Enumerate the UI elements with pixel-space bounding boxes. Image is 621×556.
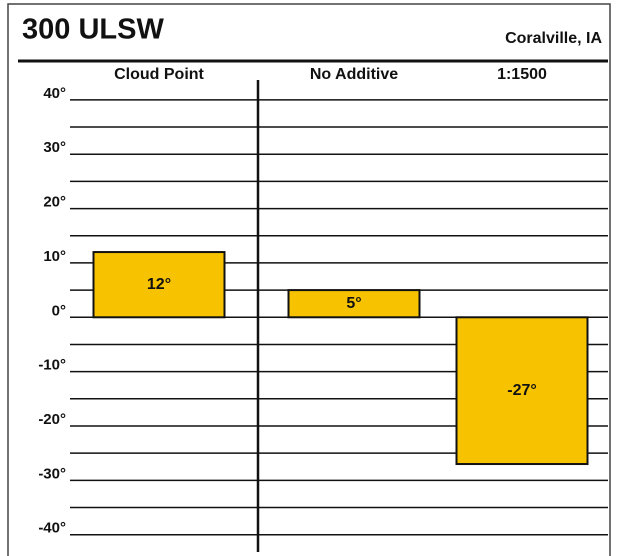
category-label: No Additive (310, 66, 398, 83)
y-tick-label: 30° (43, 139, 66, 156)
y-tick-label: -10° (38, 357, 66, 374)
y-tick-label: 0° (52, 302, 66, 319)
y-tick-label: -40° (38, 520, 66, 537)
y-tick-label: 10° (43, 248, 66, 265)
value-label: 12° (147, 276, 171, 293)
chart-title: 300 ULSW (22, 14, 164, 46)
bar (92, 251, 226, 319)
y-tick-label: -30° (38, 465, 66, 482)
category-label: Cloud Point (114, 66, 204, 83)
y-tick-label: 40° (43, 85, 66, 102)
bar (287, 289, 421, 319)
category-label: 1:1500 (497, 66, 547, 83)
y-tick-label: -20° (38, 411, 66, 428)
y-tick-label: 20° (43, 194, 66, 211)
value-label: 5° (346, 295, 361, 312)
value-label: -27° (507, 382, 537, 399)
bar (455, 316, 589, 466)
frame (7, 3, 611, 556)
chart-subtitle: Coralville, IA (505, 30, 602, 47)
